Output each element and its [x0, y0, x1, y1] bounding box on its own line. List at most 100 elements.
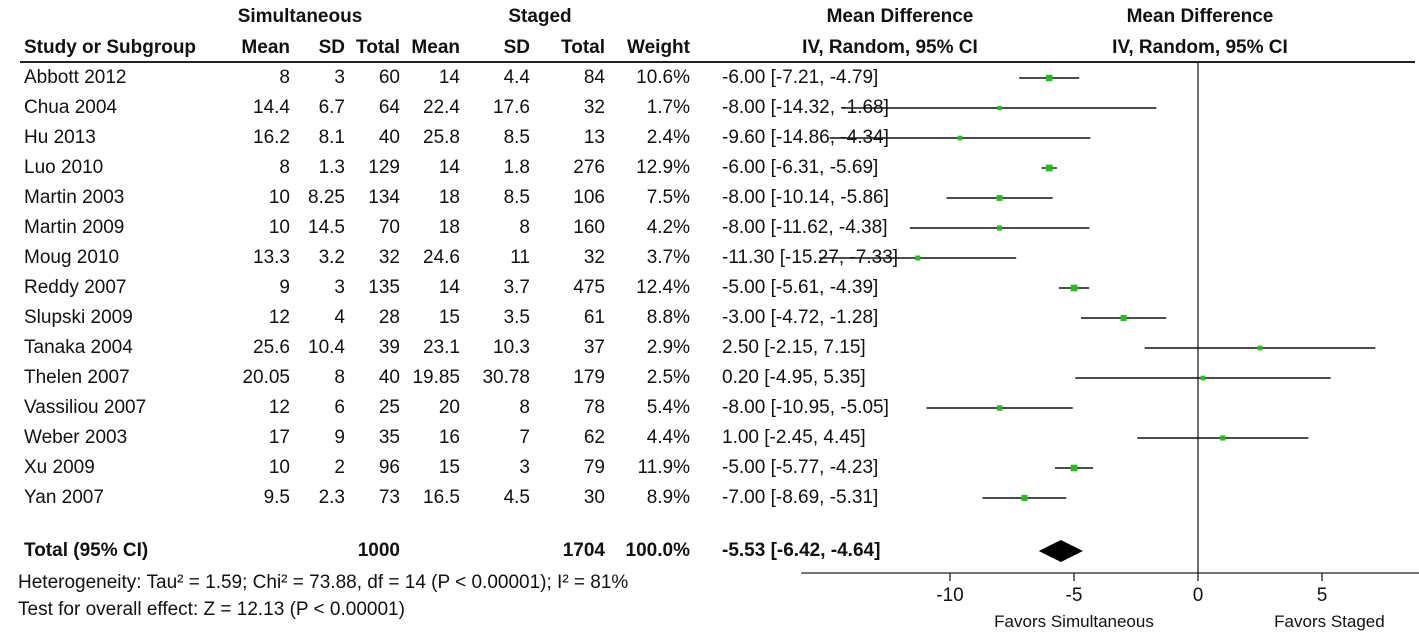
- cell-study: Martin 2003: [24, 187, 125, 208]
- effect-marker: [996, 195, 1003, 201]
- cell-total1: 25: [378, 397, 400, 418]
- col-sd1-header: SD: [318, 37, 345, 58]
- cell-ci-text: -6.00 [-7.21, -4.79]: [722, 67, 879, 88]
- cell-total2: 30: [583, 487, 605, 508]
- cell-ci-text: -3.00 [-4.72, -1.28]: [722, 307, 879, 328]
- cell-ci-text: -5.00 [-5.61, -4.39]: [722, 277, 879, 298]
- cell-weight: 8.8%: [646, 307, 690, 328]
- cell-total1: 129: [368, 157, 400, 178]
- cell-sd2: 8: [519, 217, 530, 238]
- cell-total2: 475: [573, 277, 605, 298]
- cell-mean1: 25.6: [253, 337, 290, 358]
- effect-marker: [997, 225, 1003, 231]
- favors-left-label: Favors Simultaneous: [994, 612, 1154, 631]
- cell-sd1: 8.1: [318, 127, 345, 148]
- cell-weight: 4.4%: [646, 427, 690, 448]
- pooled-diamond: [1038, 540, 1083, 562]
- cell-mean2: 23.1: [423, 337, 460, 358]
- cell-total2: 179: [573, 367, 605, 388]
- cell-study: Martin 2009: [24, 217, 125, 238]
- cell-sd2: 8: [519, 397, 530, 418]
- cell-mean2: 19.85: [412, 367, 460, 388]
- cell-mean1: 8: [279, 67, 290, 88]
- cell-sd2: 30.78: [482, 367, 530, 388]
- effect-marker: [957, 135, 963, 141]
- col-total2-header: Total: [561, 37, 605, 58]
- cell-mean1: 10: [268, 187, 290, 208]
- cell-sd2: 11: [510, 247, 530, 268]
- cell-total1: 73: [378, 487, 400, 508]
- cell-mean1: 16.2: [253, 127, 290, 148]
- cell-sd2: 3: [519, 457, 530, 478]
- col-sd2-header: SD: [503, 37, 530, 58]
- cell-sd2: 7: [519, 427, 530, 448]
- cell-ci-text: -7.00 [-8.69, -5.31]: [722, 487, 879, 508]
- x-tick-label: 0: [1193, 585, 1204, 606]
- effect-marker: [1070, 284, 1078, 292]
- effect-marker: [1045, 74, 1053, 82]
- cell-total2: 276: [573, 157, 605, 178]
- cell-sd1: 4: [334, 307, 345, 328]
- effect-marker: [1021, 494, 1028, 502]
- effect-marker: [997, 105, 1002, 111]
- cell-weight: 3.7%: [646, 247, 690, 268]
- cell-sd1: 3.2: [318, 247, 345, 268]
- cell-study: Abbott 2012: [24, 67, 127, 88]
- col-weight-header: Weight: [627, 37, 690, 58]
- cell-mean2: 16.5: [423, 487, 460, 508]
- cell-total1: 135: [368, 277, 400, 298]
- cell-weight: 2.5%: [646, 367, 690, 388]
- cell-mean1: 9: [279, 277, 290, 298]
- col-study-header: Study or Subgroup: [24, 37, 197, 58]
- cell-total2: 37: [583, 337, 605, 358]
- cell-mean2: 14: [438, 157, 460, 178]
- effect-marker: [996, 405, 1003, 411]
- total-weight: 100.0%: [625, 540, 690, 561]
- plot-header-sub: IV, Random, 95% CI: [1112, 37, 1288, 58]
- cell-weight: 11.9%: [637, 457, 690, 478]
- cell-total1: 35: [378, 427, 400, 448]
- cell-sd1: 10.4: [308, 337, 345, 358]
- cell-mean2: 25.8: [423, 127, 460, 148]
- cell-study: Hu 2013: [24, 127, 96, 148]
- effect-header-sub: IV, Random, 95% CI: [802, 37, 978, 58]
- cell-mean2: 18: [438, 187, 460, 208]
- cell-total1: 28: [378, 307, 400, 328]
- cell-sd1: 6.7: [318, 97, 345, 118]
- cell-ci-text: -11.30 [-15.27, -7.33]: [722, 247, 899, 268]
- cell-ci-text: -5.00 [-5.77, -4.23]: [722, 457, 879, 478]
- cell-total1: 40: [378, 367, 400, 388]
- effect-marker: [1045, 164, 1053, 172]
- cell-study: Thelen 2007: [24, 367, 130, 388]
- cell-weight: 12.9%: [636, 157, 690, 178]
- overall-effect-text: Test for overall effect: Z = 12.13 (P < …: [18, 599, 405, 620]
- cell-mean1: 10: [268, 457, 290, 478]
- cell-study: Moug 2010: [24, 247, 120, 268]
- cell-weight: 2.9%: [646, 337, 690, 358]
- cell-ci-text: 1.00 [-2.45, 4.45]: [722, 427, 866, 448]
- cell-study: Yan 2007: [24, 487, 104, 508]
- cell-total1: 60: [378, 67, 400, 88]
- cell-weight: 1.7%: [646, 97, 690, 118]
- cell-sd1: 14.5: [308, 217, 345, 238]
- cell-mean1: 10: [268, 217, 290, 238]
- cell-sd1: 8: [334, 367, 345, 388]
- cell-mean1: 17: [268, 427, 290, 448]
- cell-weight: 4.2%: [646, 217, 690, 238]
- cell-sd1: 2: [334, 457, 345, 478]
- cell-mean2: 14: [438, 67, 460, 88]
- group-simultaneous-header: Simultaneous: [237, 6, 363, 27]
- cell-sd2: 4.5: [503, 487, 530, 508]
- cell-total1: 70: [378, 217, 400, 238]
- cell-mean2: 24.6: [423, 247, 460, 268]
- cell-ci-text: -9.60 [-14.86, -4.34]: [722, 127, 889, 148]
- effect-marker: [915, 255, 921, 261]
- cell-sd1: 1.3: [318, 157, 345, 178]
- cell-sd1: 8.25: [308, 187, 345, 208]
- effect-marker: [1120, 314, 1127, 322]
- effect-header-title: Mean Difference: [826, 6, 974, 27]
- cell-sd2: 17.6: [493, 97, 530, 118]
- cell-sd1: 9: [334, 427, 345, 448]
- plot-header-title: Mean Difference: [1126, 6, 1274, 27]
- cell-sd1: 6: [334, 397, 345, 418]
